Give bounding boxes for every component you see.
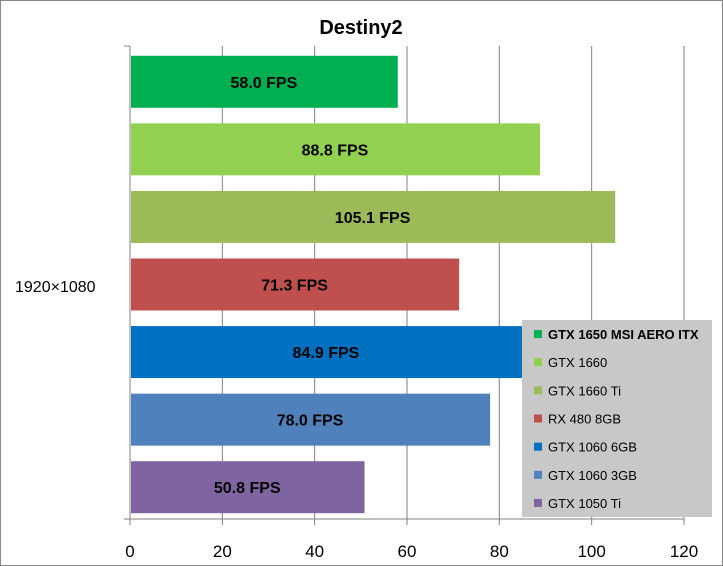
data-label: 88.8 FPS: [302, 142, 369, 159]
legend-entry: RX 480 8GB: [548, 412, 621, 427]
legend: GTX 1650 MSI AERO ITX GTX 1660 GTX 1660 Ti…: [522, 320, 712, 517]
data-label: 78.0 FPS: [277, 413, 344, 430]
bar: [131, 461, 365, 514]
x-tick-label: 0: [125, 542, 134, 561]
bar: [131, 393, 491, 446]
legend-entry: GTX 1050 Ti: [548, 496, 621, 511]
legend-swatch: [534, 414, 542, 423]
chart-title: Destiny2: [319, 17, 402, 39]
data-label: 58.0 FPS: [231, 75, 298, 92]
bar: [131, 326, 522, 379]
data-label: 71.3 FPS: [261, 278, 328, 295]
x-tick-label: 100: [577, 542, 605, 561]
x-tick-label: 20: [213, 542, 232, 561]
bar: [131, 123, 540, 176]
bar: [131, 190, 616, 243]
legend-swatch: [534, 498, 542, 507]
legend-box: [522, 320, 712, 517]
bar: [131, 258, 460, 311]
legend-entry: GTX 1060 3GB: [548, 468, 637, 483]
legend-swatch: [534, 442, 542, 451]
legend-swatch: [534, 358, 542, 367]
data-label: 50.8 FPS: [214, 480, 281, 497]
legend-entry: GTX 1660 Ti: [548, 383, 621, 398]
bar: [131, 55, 398, 108]
category-label: 1920×1080: [15, 279, 96, 296]
legend-entry: GTX 1650 MSI AERO ITX: [548, 327, 699, 342]
data-label: 84.9 FPS: [293, 345, 360, 362]
legend-swatch: [534, 470, 542, 479]
x-tick-label: 120: [670, 542, 698, 561]
data-label: 105.1 FPS: [335, 210, 411, 227]
axes: 0 20 40 60 80 100 120: [124, 45, 698, 561]
legend-swatch: [534, 386, 542, 395]
x-tick-label: 40: [305, 542, 324, 561]
legend-swatch: [534, 330, 542, 339]
x-tick-label: 60: [398, 542, 417, 561]
bars: 58.0 FPS 88.8 FPS 105.1 FPS 71.3 FPS 84.9 FP…: [131, 55, 616, 514]
legend-entry: GTX 1660: [548, 355, 607, 370]
x-tick-label: 80: [490, 542, 509, 561]
legend-entry: GTX 1060 6GB: [548, 440, 637, 455]
